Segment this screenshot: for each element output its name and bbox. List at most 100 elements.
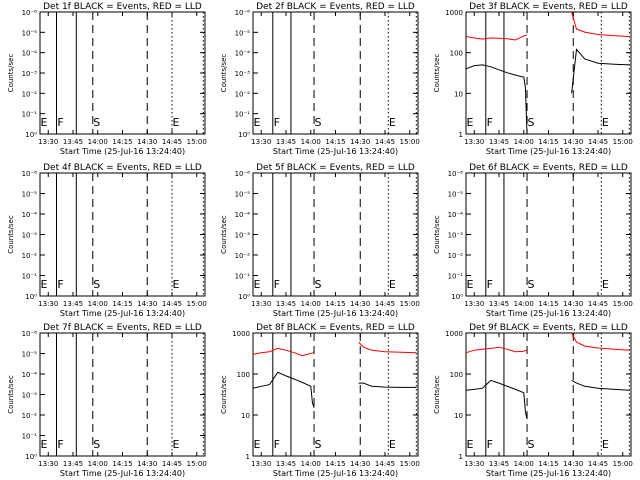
marker-label: S	[528, 116, 535, 129]
y-tick-label: 1	[459, 131, 463, 139]
y-tick-label: 10⁰	[451, 293, 463, 301]
x-tick-label: 14:15	[538, 138, 558, 146]
series-line-events	[571, 48, 630, 94]
marker-label: F	[57, 278, 63, 291]
x-tick-label: 14:15	[325, 460, 345, 468]
chart-title: Det 5f BLACK = Events, RED = LLD	[256, 163, 415, 173]
x-tick-label: 14:00	[514, 300, 534, 308]
y-tick-label: 10⁻³	[22, 70, 38, 78]
x-axis-label: Start Time (25-Jul-16 13:24:40)	[486, 309, 611, 318]
chart-title: Det 6f BLACK = Events, RED = LLD	[469, 163, 628, 173]
chart-panel-det-6f: Det 6f BLACK = Events, RED = LLD Start Ti…	[433, 163, 633, 318]
x-tick-label: 14:30	[563, 138, 583, 146]
series-line-events	[465, 64, 528, 135]
series-line-lld	[465, 34, 528, 41]
x-axis-label: Start Time (25-Jul-16 13:24:40)	[486, 147, 611, 156]
y-tick-label: 100	[450, 371, 463, 379]
y-tick-label: 10	[241, 412, 250, 420]
x-tick-label: 14:15	[325, 138, 345, 146]
x-tick-label: 14:45	[375, 138, 395, 146]
y-tick-label: 100	[450, 50, 463, 58]
x-tick-label: 14:00	[301, 138, 321, 146]
x-tick-label: 14:00	[514, 138, 534, 146]
series-line-lld	[571, 332, 630, 351]
y-tick-label: 10⁻⁴	[235, 211, 251, 219]
y-tick-label: 10	[454, 90, 463, 98]
series-line-lld	[465, 346, 528, 354]
x-tick-label: 14:45	[162, 300, 182, 308]
x-tick-label: 14:30	[350, 138, 370, 146]
x-tick-label: 15:00	[187, 460, 207, 468]
y-tick-label: 100	[237, 371, 250, 379]
series-line-events	[571, 379, 630, 391]
y-tick-label: 10⁻⁵	[235, 29, 251, 37]
x-tick-label: 14:45	[375, 460, 395, 468]
y-tick-label: 10⁻⁵	[22, 29, 38, 37]
series-line-lld	[358, 341, 417, 354]
marker-label: F	[57, 116, 63, 129]
chart-panel-det-4f: Det 4f BLACK = Events, RED = LLD Start Ti…	[7, 163, 207, 318]
x-axis-label: Start Time (25-Jul-16 13:24:40)	[273, 147, 398, 156]
x-tick-label: 15:00	[613, 138, 633, 146]
x-tick-label: 14:15	[538, 460, 558, 468]
chart-panel-det-1f: Det 1f BLACK = Events, RED = LLD Start Ti…	[7, 2, 207, 156]
x-tick-label: 15:00	[187, 300, 207, 308]
y-tick-label: 10⁻⁶	[22, 330, 38, 338]
x-axis-label: Start Time (25-Jul-16 13:24:40)	[273, 309, 398, 318]
marker-label: E	[389, 278, 396, 291]
y-tick-label: 1000	[232, 330, 250, 338]
x-tick-label: 14:30	[137, 300, 157, 308]
x-tick-label: 13:30	[464, 300, 484, 308]
y-tick-label: 10⁻⁶	[22, 9, 38, 17]
y-tick-label: 10⁻⁶	[448, 170, 464, 178]
series-line-lld	[571, 11, 630, 37]
marker-label: F	[487, 438, 493, 451]
marker-label: S	[93, 116, 100, 129]
marker-label: E	[254, 438, 261, 451]
y-tick-label: 10⁻⁶	[22, 170, 38, 178]
marker-label: E	[602, 438, 609, 451]
y-tick-label: 10⁻²	[235, 90, 251, 98]
marker-label: E	[173, 438, 180, 451]
marker-label: F	[57, 438, 63, 451]
x-tick-label: 14:15	[538, 300, 558, 308]
y-tick-label: 10⁻²	[22, 412, 38, 420]
chart-title: Det 3f BLACK = Events, RED = LLD	[469, 2, 628, 12]
plot-frame	[39, 172, 206, 297]
marker-label: F	[274, 438, 280, 451]
x-tick-label: 14:00	[88, 138, 108, 146]
x-axis-label: Start Time (25-Jul-16 13:24:40)	[486, 469, 611, 478]
chart-panel-det-2f: Det 2f BLACK = Events, RED = LLD Start Ti…	[220, 2, 420, 156]
x-tick-label: 14:30	[563, 300, 583, 308]
x-tick-label: 13:45	[63, 138, 83, 146]
y-tick-label: 10⁻⁵	[235, 191, 251, 199]
x-tick-label: 14:30	[137, 138, 157, 146]
y-axis-label: Counts/sec	[220, 215, 228, 254]
x-tick-label: 13:45	[276, 460, 296, 468]
y-tick-label: 10⁻³	[22, 392, 38, 400]
x-tick-label: 14:15	[112, 460, 132, 468]
plot-frame	[39, 332, 206, 457]
x-tick-label: 14:45	[588, 460, 608, 468]
y-tick-label: 10	[454, 412, 463, 420]
y-tick-label: 10⁻⁴	[22, 371, 38, 379]
x-tick-label: 14:00	[88, 460, 108, 468]
x-tick-label: 14:45	[588, 138, 608, 146]
y-tick-label: 10⁻⁴	[235, 50, 251, 58]
marker-label: S	[315, 438, 322, 451]
x-tick-label: 15:00	[400, 460, 420, 468]
chart-panel-det-8f: Det 8f BLACK = Events, RED = LLD Start Ti…	[220, 323, 420, 478]
x-tick-label: 13:30	[38, 300, 58, 308]
y-axis-label: Counts/sec	[7, 54, 15, 93]
y-tick-label: 10⁻²	[448, 252, 464, 260]
marker-label: F	[487, 116, 493, 129]
marker-label: E	[173, 116, 180, 129]
x-axis-label: Start Time (25-Jul-16 13:24:40)	[60, 469, 185, 478]
chart-title: Det 9f BLACK = Events, RED = LLD	[469, 323, 628, 333]
y-tick-label: 10⁻²	[22, 90, 38, 98]
plot-frame	[39, 11, 206, 135]
x-axis-label: Start Time (25-Jul-16 13:24:40)	[60, 309, 185, 318]
marker-label: S	[93, 438, 100, 451]
chart-panel-det-3f: Det 3f BLACK = Events, RED = LLD Start Ti…	[433, 2, 633, 156]
series-line-lld	[252, 347, 315, 357]
